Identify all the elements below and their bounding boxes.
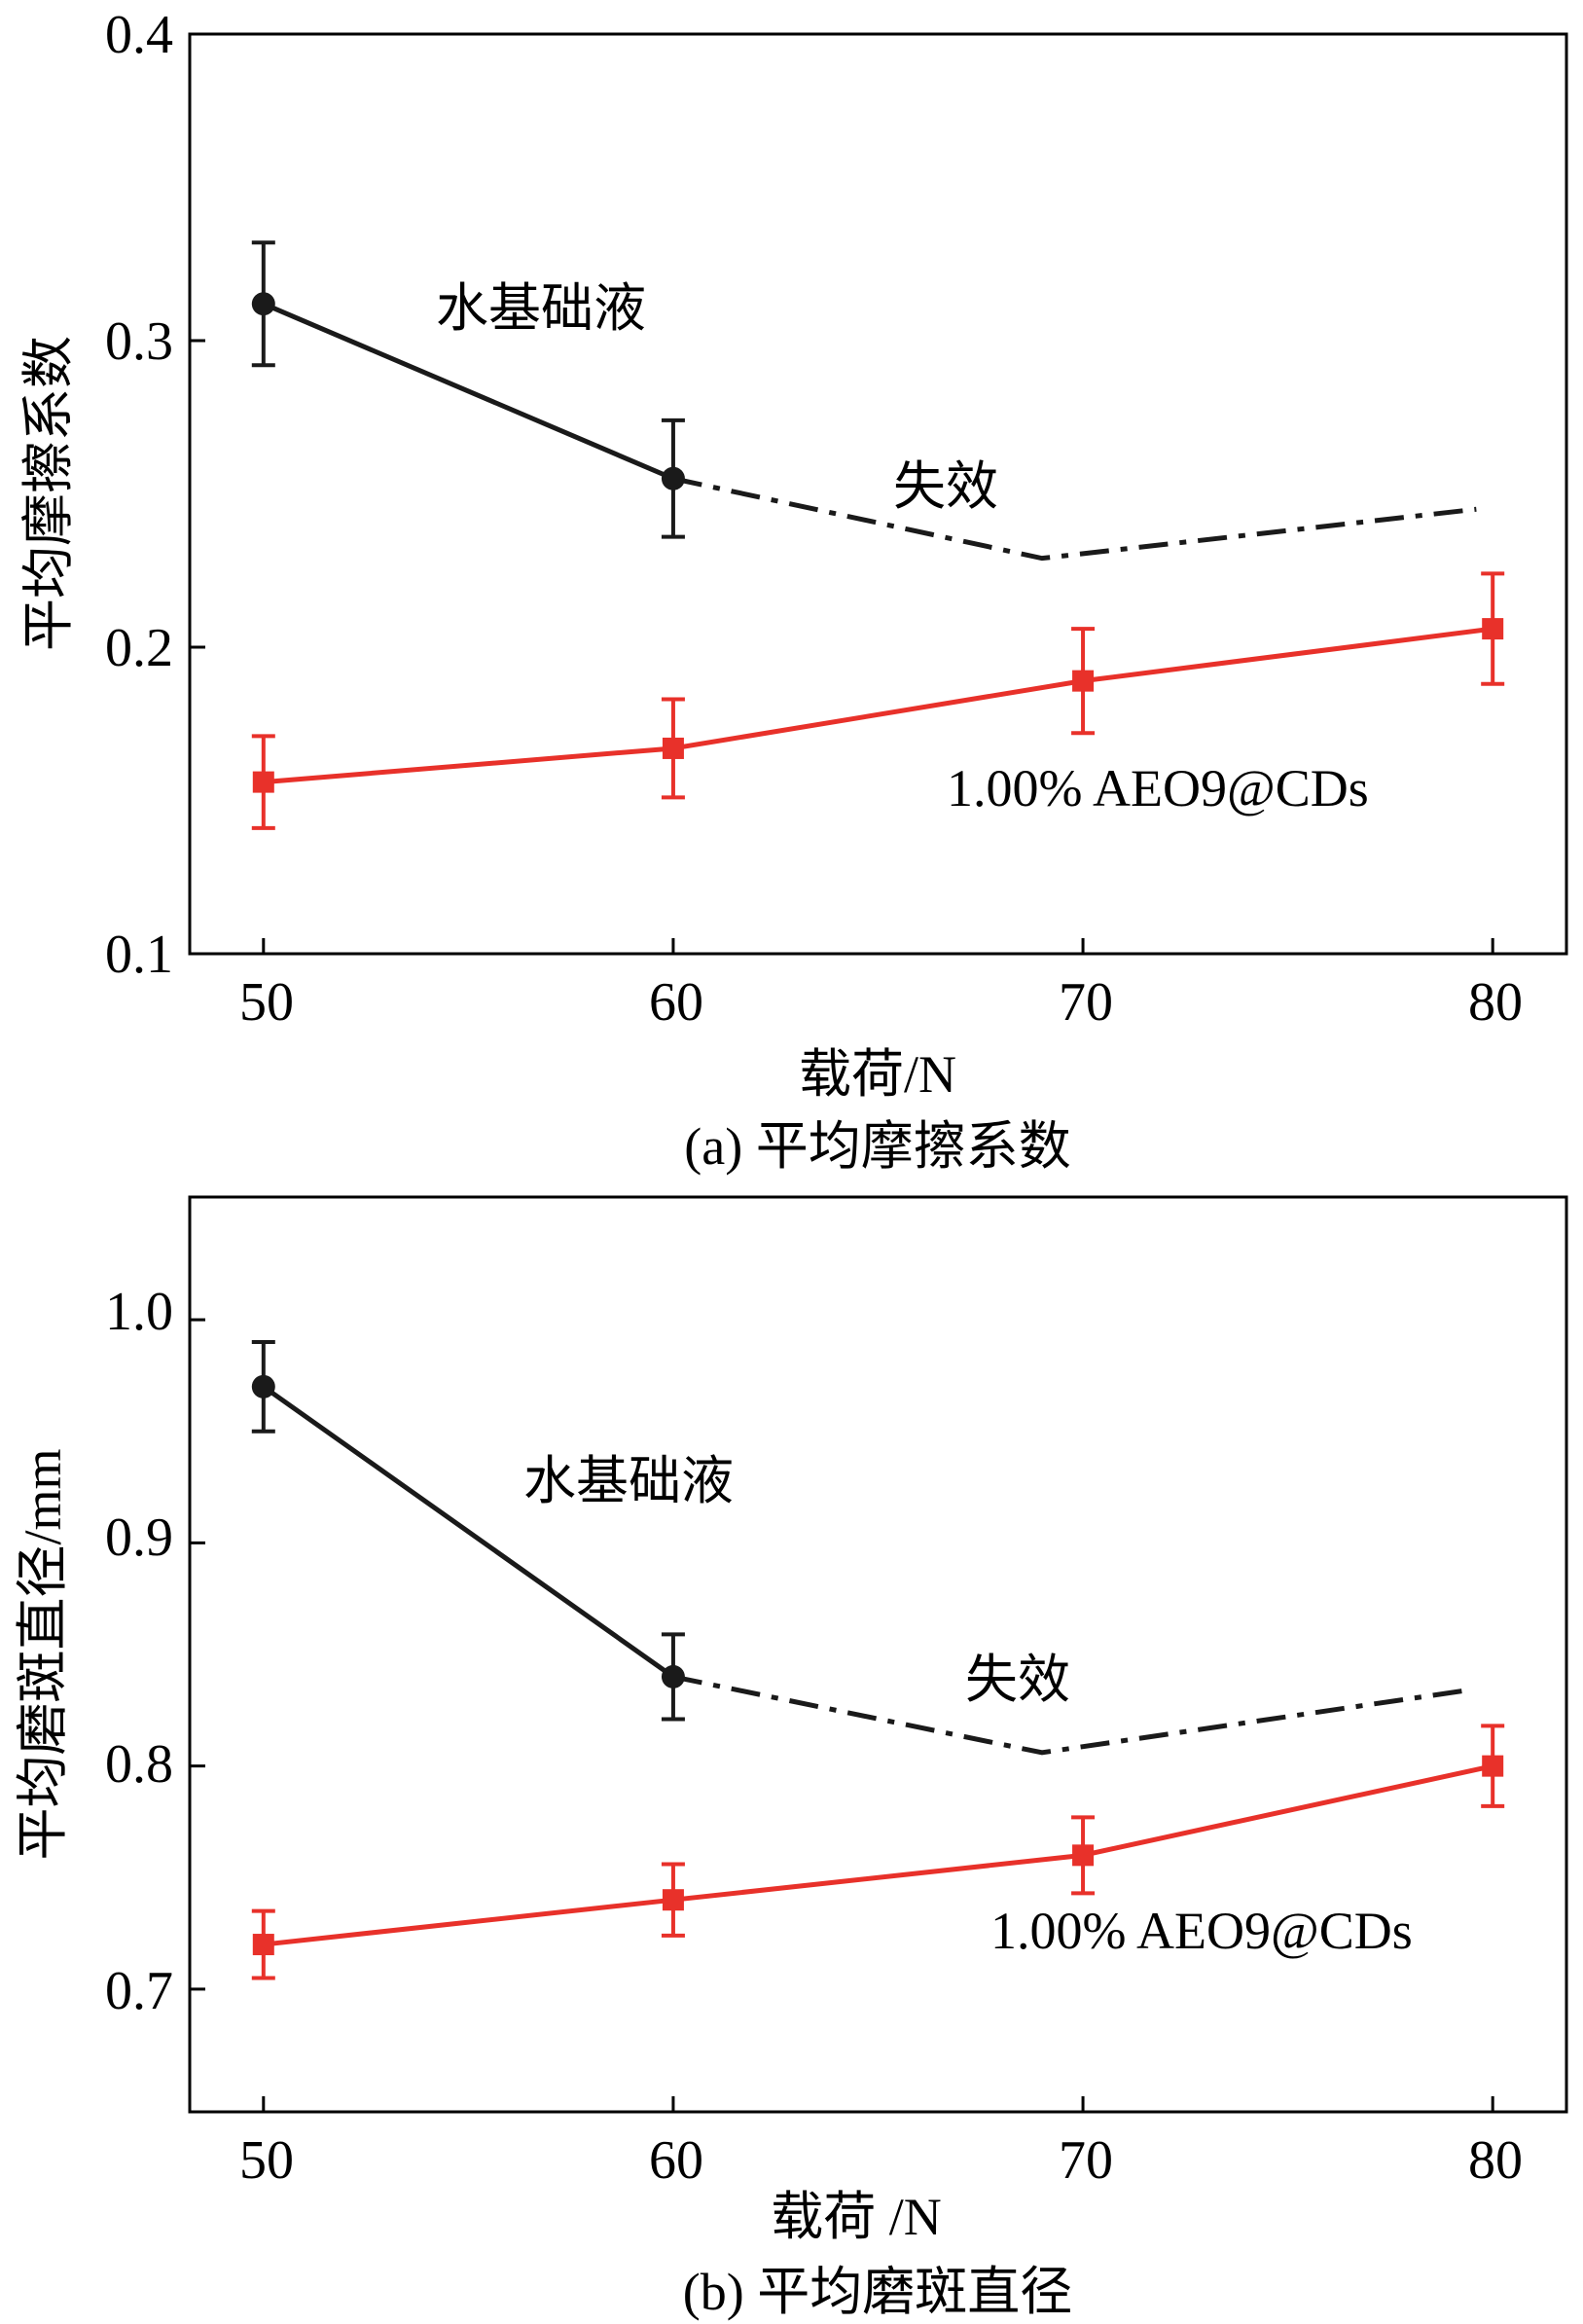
x-tick-label: 60	[649, 972, 703, 1033]
series-label-water-base: 水基础液	[436, 279, 646, 338]
x-tick-label: 50	[239, 972, 294, 1033]
x-axis-title: 载荷 /N	[771, 2188, 942, 2246]
data-point-aeo9-cds	[1072, 1844, 1095, 1867]
panel-b-wear-scar-diameter-chart: 50 60 70 80 0.7 0.8 0.9 1.0 载荷 /N 平均磨斑直径…	[14, 1195, 1568, 2321]
failure-label: 失效	[965, 1651, 1070, 1709]
x-tick-label: 80	[1468, 2130, 1523, 2191]
data-point-water-base	[251, 1374, 275, 1398]
y-axis-title: 平均磨斑直径/mm	[14, 1448, 72, 1860]
data-point-aeo9-cds	[662, 737, 684, 759]
plot-frame	[188, 1195, 1568, 2114]
panel-a-friction-coefficient-chart: 50 60 70 80 0.1 0.2 0.3 0.4 载荷/N 平均摩擦系数 …	[19, 5, 1568, 1176]
y-tick-label: 1.0	[105, 1282, 173, 1342]
x-tick-label: 70	[1059, 972, 1113, 1033]
data-point-aeo9-cds	[1482, 618, 1504, 640]
y-axis-title: 平均摩擦系数	[19, 336, 78, 651]
series-line-aeo9-cds	[263, 1763, 1493, 1947]
y-tick-label: 0.1	[105, 925, 173, 985]
data-point-water-base	[251, 292, 275, 316]
data-point-water-base	[661, 466, 685, 490]
series-line-water-base	[262, 1384, 675, 1679]
series-label-aeo9-cds: 1.00% AEO9@CDs	[990, 1902, 1413, 1960]
x-tick-label: 50	[239, 2130, 294, 2191]
panel-caption: (a) 平均摩擦系数	[684, 1117, 1070, 1176]
series-label-aeo9-cds: 1.00% AEO9@CDs	[947, 759, 1369, 817]
failure-dash-dot-line	[672, 476, 1477, 562]
y-tick-label: 0.7	[105, 1961, 173, 2021]
failure-dash-dot-line	[672, 1674, 1469, 1756]
data-point-water-base	[661, 1664, 685, 1689]
y-tick-label: 0.2	[105, 618, 173, 678]
series-label-water-base: 水基础液	[523, 1452, 734, 1510]
y-tick-label: 0.4	[105, 5, 173, 65]
data-point-aeo9-cds	[1072, 670, 1095, 692]
data-point-aeo9-cds	[662, 1889, 684, 1911]
y-tick-label: 0.3	[105, 311, 173, 372]
series-line-aeo9-cds	[263, 626, 1493, 785]
data-point-aeo9-cds	[252, 771, 274, 793]
failure-label: 失效	[893, 457, 998, 516]
x-tick-label: 60	[649, 2130, 703, 2191]
x-tick-label: 70	[1059, 2130, 1113, 2191]
panel-caption: (b) 平均磨斑直径	[683, 2263, 1072, 2321]
plot-frame	[188, 32, 1568, 956]
data-point-aeo9-cds	[1482, 1755, 1504, 1777]
y-tick-label: 0.9	[105, 1507, 173, 1568]
series-line-water-base	[262, 301, 674, 482]
x-axis-title: 载荷/N	[799, 1045, 956, 1104]
x-tick-label: 80	[1468, 972, 1523, 1033]
data-point-aeo9-cds	[252, 1934, 274, 1956]
y-tick-label: 0.8	[105, 1734, 173, 1795]
